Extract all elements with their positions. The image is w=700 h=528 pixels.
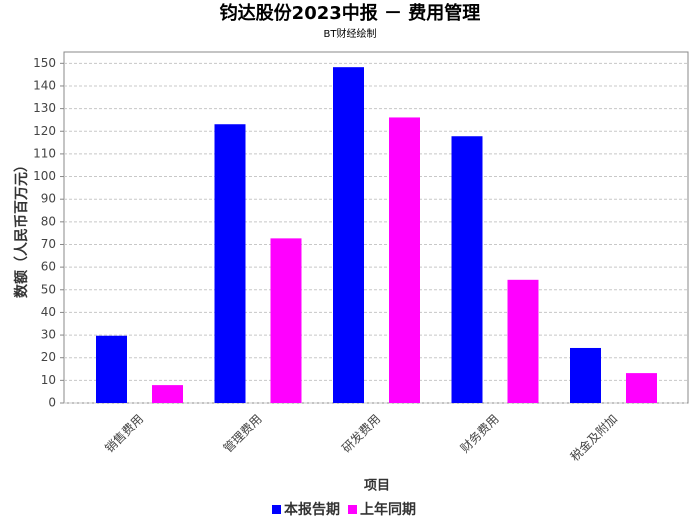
bar (152, 385, 183, 403)
legend-swatch (348, 505, 357, 514)
bar (507, 279, 539, 403)
chart-title: 钧达股份2023中报 － 费用管理 (220, 2, 481, 24)
chart-subtitle: BT财经绘制 (324, 27, 377, 40)
legend-label: 本报告期 (284, 501, 340, 518)
bar (333, 67, 364, 404)
bar (270, 238, 302, 403)
y-tick-label: 130 (33, 101, 56, 115)
y-tick-label: 100 (33, 169, 56, 183)
y-tick-label: 80 (41, 214, 56, 228)
legend-label: 上年同期 (360, 501, 416, 518)
x-tick-label: 研发费用 (339, 411, 384, 456)
y-tick-label: 110 (33, 146, 56, 160)
plot-area (63, 51, 689, 404)
y-tick-label: 60 (41, 260, 56, 274)
bar (389, 117, 420, 403)
x-tick-label: 销售费用 (102, 411, 147, 456)
y-tick-label: 50 (41, 282, 56, 296)
bar (570, 347, 601, 403)
y-tick-label: 30 (41, 328, 56, 342)
x-tick-label: 管理费用 (220, 411, 265, 456)
y-tick-label: 10 (41, 373, 56, 387)
y-tick-label: 70 (41, 237, 56, 251)
legend-swatch (272, 505, 281, 514)
bar (96, 335, 127, 403)
y-tick-label: 20 (41, 350, 56, 364)
bar (626, 373, 657, 403)
y-tick-label: 90 (41, 192, 56, 206)
x-tick-label: 税金及附加 (567, 411, 620, 464)
bar (214, 124, 246, 403)
x-tick-label: 财务费用 (457, 411, 502, 456)
y-tick-label: 140 (33, 78, 56, 92)
y-tick-label: 150 (33, 56, 56, 70)
y-tick-label: 120 (33, 124, 56, 138)
y-axis-label: 数额（人民币百万元） (13, 158, 30, 298)
y-tick-label: 40 (41, 305, 56, 319)
bar (451, 136, 483, 404)
y-tick-label: 0 (48, 396, 56, 410)
x-axis-label: 项目 (364, 479, 390, 494)
